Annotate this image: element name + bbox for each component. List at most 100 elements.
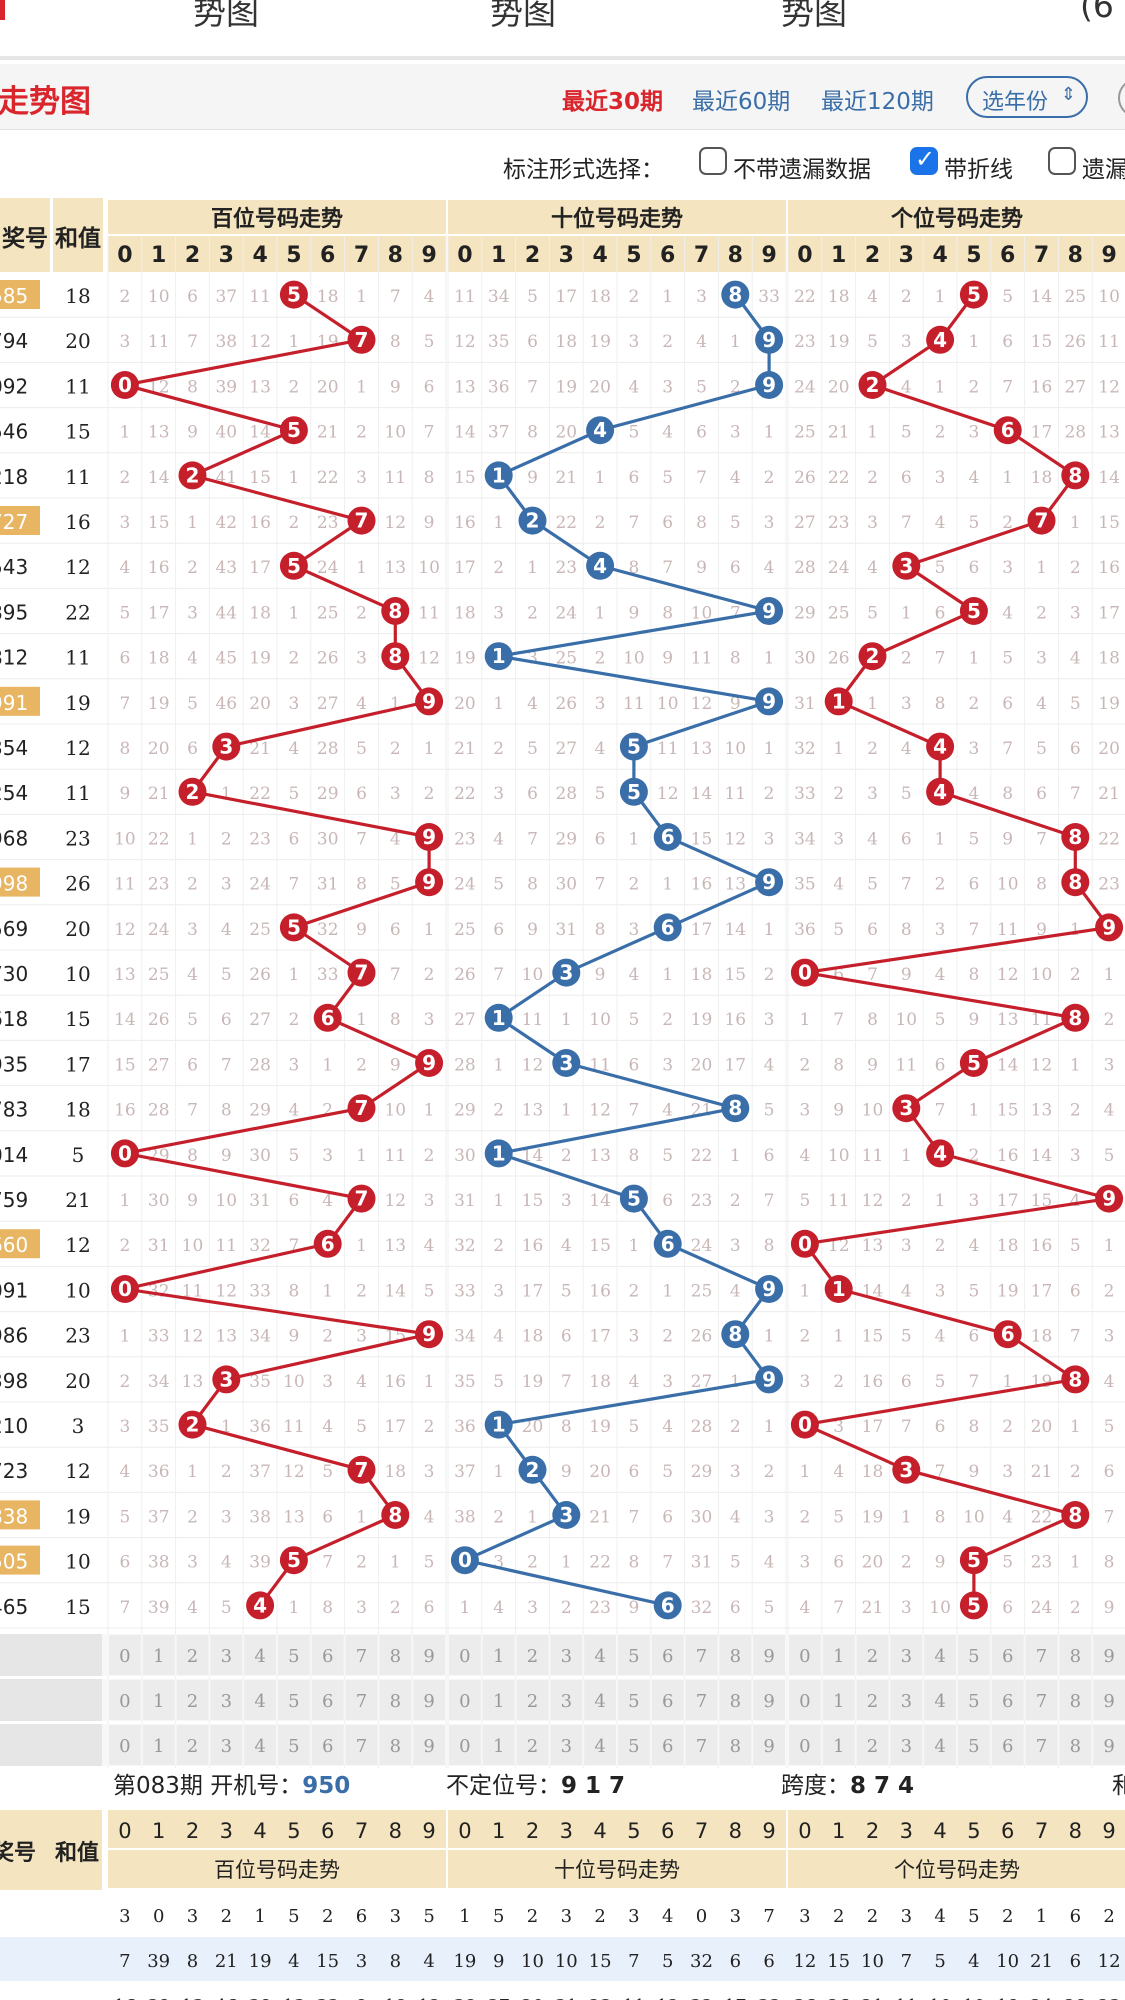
selector-cell[interactable] xyxy=(685,1725,718,1765)
selector-cell[interactable] xyxy=(516,1680,549,1720)
top-tab-3[interactable]: 势图 xyxy=(781,0,847,32)
selector-cell[interactable] xyxy=(991,1725,1024,1765)
selector-cell[interactable] xyxy=(1025,1680,1058,1720)
selector-cell[interactable] xyxy=(449,1635,481,1675)
selector-cell[interactable] xyxy=(618,1680,650,1720)
selector-cell[interactable] xyxy=(482,1680,515,1720)
selector-cell[interactable] xyxy=(244,1680,276,1720)
selector-cell[interactable] xyxy=(584,1680,616,1720)
selector-cell[interactable] xyxy=(413,1725,445,1765)
selector-cell[interactable] xyxy=(991,1635,1024,1675)
selector-cell[interactable] xyxy=(109,1680,141,1720)
selector-cell[interactable] xyxy=(311,1680,344,1720)
selector-cell[interactable] xyxy=(924,1635,956,1675)
selector-cell[interactable] xyxy=(685,1635,718,1675)
selector-cell[interactable] xyxy=(685,1680,718,1720)
selector-cell[interactable] xyxy=(753,1680,785,1720)
selector-cell[interactable] xyxy=(958,1680,990,1720)
selector-cell[interactable] xyxy=(822,1725,855,1765)
selector-cell[interactable] xyxy=(958,1635,990,1675)
selector-cell[interactable] xyxy=(856,1680,889,1720)
selector-cell[interactable] xyxy=(550,1725,583,1765)
selector-cell[interactable] xyxy=(651,1635,684,1675)
selector-cell[interactable] xyxy=(753,1635,785,1675)
selector-cell[interactable] xyxy=(1093,1680,1125,1720)
selector-cell[interactable] xyxy=(890,1680,923,1720)
selector-cell[interactable] xyxy=(1093,1725,1125,1765)
selector-cell[interactable] xyxy=(379,1635,412,1675)
selector-cell[interactable] xyxy=(958,1725,990,1765)
top-tab-2[interactable]: 势图 xyxy=(490,0,556,32)
selector-cell[interactable] xyxy=(142,1635,175,1675)
selector-cell[interactable] xyxy=(176,1725,209,1765)
no-omission-checkbox[interactable] xyxy=(699,147,727,175)
year-select[interactable]: 选年份 ⇕ xyxy=(966,76,1088,118)
selector-cell[interactable] xyxy=(789,1680,821,1720)
selector-cell[interactable] xyxy=(584,1725,616,1765)
selector-cell[interactable] xyxy=(516,1725,549,1765)
selector-cell[interactable] xyxy=(719,1635,752,1675)
selector-cell[interactable] xyxy=(789,1635,821,1675)
selector-cell[interactable] xyxy=(822,1680,855,1720)
selector-cell[interactable] xyxy=(109,1725,141,1765)
selector-cell[interactable] xyxy=(278,1635,310,1675)
selector-cell[interactable] xyxy=(789,1725,821,1765)
selector-cell[interactable] xyxy=(550,1680,583,1720)
selector-cell[interactable] xyxy=(618,1635,650,1675)
selector-cell[interactable] xyxy=(244,1725,276,1765)
selector-cell[interactable] xyxy=(753,1725,785,1765)
selector-cell[interactable] xyxy=(890,1635,923,1675)
selector-cell[interactable] xyxy=(210,1635,243,1675)
selector-cell[interactable] xyxy=(278,1680,310,1720)
selector-cell[interactable] xyxy=(449,1680,481,1720)
selector-cell[interactable] xyxy=(924,1725,956,1765)
selector-cell[interactable] xyxy=(311,1725,344,1765)
omission-checkbox[interactable] xyxy=(1048,147,1076,175)
selector-cell[interactable] xyxy=(176,1680,209,1720)
selector-cell[interactable] xyxy=(244,1635,276,1675)
selector-cell[interactable] xyxy=(651,1680,684,1720)
selector-cell[interactable] xyxy=(1059,1680,1092,1720)
selector-cell[interactable] xyxy=(482,1725,515,1765)
selector-cell[interactable] xyxy=(890,1725,923,1765)
selector-cell[interactable] xyxy=(1025,1725,1058,1765)
selector-cell[interactable] xyxy=(142,1680,175,1720)
selector-cell[interactable] xyxy=(413,1680,445,1720)
range-60-button[interactable]: 最近60期 xyxy=(692,89,791,115)
selector-cell[interactable] xyxy=(379,1725,412,1765)
selector-cell[interactable] xyxy=(550,1635,583,1675)
selector-cell[interactable] xyxy=(516,1635,549,1675)
selector-cell[interactable] xyxy=(176,1635,209,1675)
selector-cell[interactable] xyxy=(618,1725,650,1765)
selector-cell[interactable] xyxy=(345,1680,378,1720)
selector-cell[interactable] xyxy=(991,1680,1024,1720)
selector-cell[interactable] xyxy=(278,1725,310,1765)
selector-cell[interactable] xyxy=(651,1725,684,1765)
selector-cell[interactable] xyxy=(1059,1725,1092,1765)
selector-cell[interactable] xyxy=(210,1680,243,1720)
selector-cell[interactable] xyxy=(482,1635,515,1675)
selector-cell[interactable] xyxy=(719,1680,752,1720)
selector-cell[interactable] xyxy=(345,1635,378,1675)
selector-cell[interactable] xyxy=(449,1725,481,1765)
selector-cell[interactable] xyxy=(584,1635,616,1675)
selector-cell[interactable] xyxy=(1059,1635,1092,1675)
top-tab-1[interactable]: 势图 xyxy=(193,0,259,32)
selector-cell[interactable] xyxy=(856,1725,889,1765)
range-120-button[interactable]: 最近120期 xyxy=(821,89,934,115)
selector-cell[interactable] xyxy=(1093,1635,1125,1675)
selector-cell[interactable] xyxy=(345,1725,378,1765)
selector-cell[interactable] xyxy=(210,1725,243,1765)
selector-cell[interactable] xyxy=(311,1635,344,1675)
range-30-button[interactable]: 最近30期 xyxy=(562,89,664,115)
selector-cell[interactable] xyxy=(924,1680,956,1720)
selector-cell[interactable] xyxy=(379,1680,412,1720)
selector-cell[interactable] xyxy=(109,1635,141,1675)
selector-cell[interactable] xyxy=(822,1635,855,1675)
selector-cell[interactable] xyxy=(1025,1635,1058,1675)
selector-cell[interactable] xyxy=(719,1725,752,1765)
selector-cell[interactable] xyxy=(413,1635,445,1675)
selector-cell[interactable] xyxy=(142,1725,175,1765)
selector-cell[interactable] xyxy=(856,1635,889,1675)
top-tab-4[interactable]: (6 xyxy=(1080,0,1114,25)
